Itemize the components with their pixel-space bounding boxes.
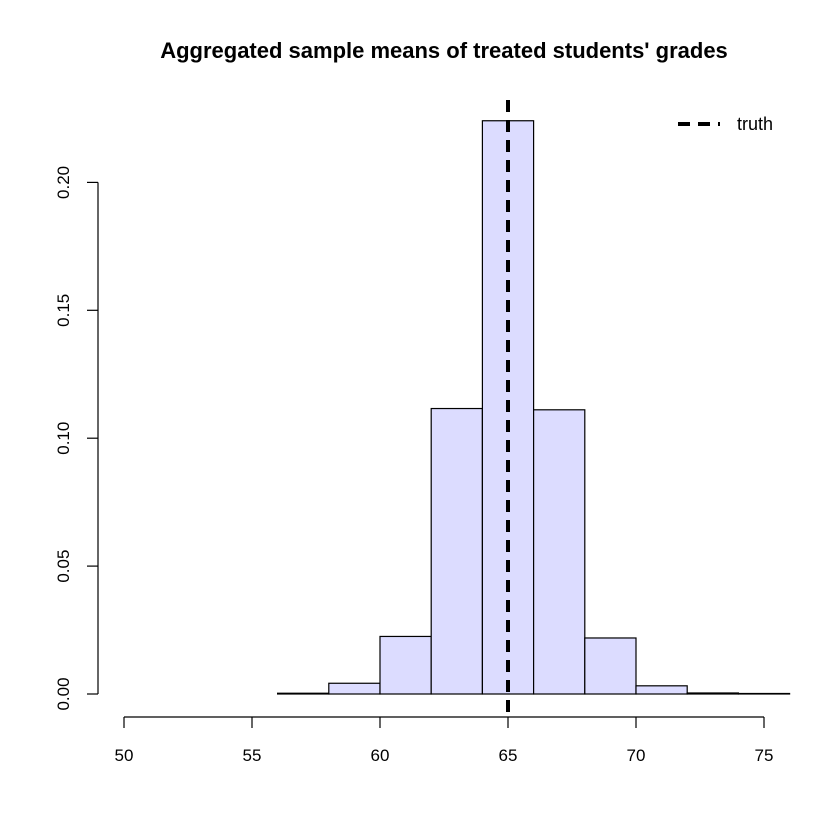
histogram-bar [635, 685, 688, 695]
y-tick-label: 0.00 [54, 677, 73, 710]
x-tick-label: 65 [499, 746, 518, 765]
x-tick-label: 75 [755, 746, 774, 765]
x-axis: 50 55 60 65 70 75 [115, 716, 774, 765]
histogram-bar [686, 692, 740, 695]
x-tick-label: 55 [243, 746, 262, 765]
histogram-bar [584, 637, 637, 695]
y-tick-label: 0.20 [54, 166, 73, 199]
histogram-bar [532, 409, 586, 695]
y-tick-label: 0.15 [54, 294, 73, 327]
y-tick-label: 0.10 [54, 422, 73, 455]
legend: truth [678, 114, 773, 134]
histogram-bar [430, 407, 484, 695]
chart-title: Aggregated sample means of treated stude… [160, 38, 728, 63]
legend-truth-label: truth [737, 114, 773, 134]
histogram-bar [379, 635, 432, 695]
y-axis: 0.00 0.05 0.10 0.15 0.20 [54, 166, 99, 711]
y-tick-label: 0.05 [54, 550, 73, 583]
histogram-bar [737, 692, 791, 695]
x-tick-label: 70 [627, 746, 646, 765]
histogram-bar [277, 692, 330, 695]
x-tick-label: 50 [115, 746, 134, 765]
x-tick-label: 60 [371, 746, 390, 765]
histogram-bars [277, 120, 791, 695]
histogram-bar [328, 682, 381, 695]
